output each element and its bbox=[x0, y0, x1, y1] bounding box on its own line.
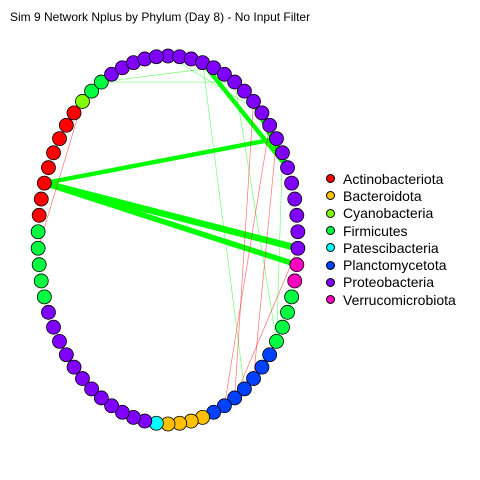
node-proteobacteria bbox=[280, 160, 295, 176]
node-proteobacteria bbox=[58, 347, 74, 363]
node-proteobacteria bbox=[75, 371, 90, 386]
node-proteobacteria bbox=[41, 304, 56, 320]
legend-item: Firmicutes bbox=[326, 222, 456, 239]
legend-item: Verrucomicrobiota bbox=[326, 291, 456, 308]
node-firmicutes bbox=[33, 273, 49, 289]
node-proteobacteria bbox=[104, 66, 119, 82]
edge-negative bbox=[224, 125, 270, 406]
edge-layer bbox=[37, 55, 299, 406]
node-firmicutes bbox=[30, 240, 46, 256]
node-layer bbox=[30, 48, 306, 432]
legend-swatch bbox=[326, 174, 335, 184]
node-verrucomicrobiota bbox=[289, 257, 305, 273]
node-actinobacteriota bbox=[31, 207, 47, 223]
legend-label: Verrucomicrobiota bbox=[343, 291, 456, 308]
node-firmicutes bbox=[269, 333, 284, 349]
legend-item: Cyanobacteria bbox=[326, 205, 456, 222]
edge-positive bbox=[43, 136, 277, 186]
legend-label: Planctomycetota bbox=[343, 257, 447, 274]
edge-negative bbox=[234, 101, 254, 398]
node-proteobacteria bbox=[275, 145, 290, 161]
edge-positive bbox=[43, 180, 298, 268]
node-actinobacteriota bbox=[66, 105, 82, 121]
node-actinobacteriota bbox=[58, 117, 74, 133]
node-proteobacteria bbox=[262, 117, 278, 133]
legend-label: Actinobacteriota bbox=[343, 170, 444, 187]
node-actinobacteriota bbox=[36, 175, 52, 191]
node-proteobacteria bbox=[246, 94, 261, 109]
node-proteobacteria bbox=[104, 398, 119, 414]
node-proteobacteria bbox=[217, 66, 232, 82]
legend-item: Proteobacteria bbox=[326, 274, 456, 291]
node-proteobacteria bbox=[66, 359, 82, 375]
legend: Actinobacteriota Bacteroidota Cyanobacteri… bbox=[326, 170, 456, 308]
node-proteobacteria bbox=[290, 240, 306, 256]
edge-positive bbox=[276, 152, 283, 342]
legend-label: Bacteroidota bbox=[343, 187, 422, 204]
node-proteobacteria bbox=[84, 381, 99, 397]
node-firmicutes bbox=[284, 289, 300, 305]
node-firmicutes bbox=[84, 83, 99, 99]
node-planctomycetota bbox=[217, 398, 232, 414]
legend-item: Bacteroidota bbox=[326, 187, 456, 204]
legend-label: Proteobacteria bbox=[343, 274, 435, 291]
node-proteobacteria bbox=[269, 131, 284, 147]
legend-swatch bbox=[326, 191, 335, 201]
legend-swatch bbox=[326, 260, 335, 270]
node-proteobacteria bbox=[290, 224, 306, 240]
node-proteobacteria bbox=[114, 404, 130, 420]
node-firmicutes bbox=[36, 289, 52, 305]
node-firmicutes bbox=[31, 257, 47, 273]
legend-swatch bbox=[326, 277, 335, 287]
node-planctomycetota bbox=[262, 347, 278, 363]
edge-positive bbox=[200, 61, 290, 170]
node-proteobacteria bbox=[287, 191, 303, 207]
node-proteobacteria bbox=[254, 105, 270, 121]
node-actinobacteriota bbox=[46, 145, 61, 161]
node-actinobacteriota bbox=[52, 131, 67, 147]
node-proteobacteria bbox=[148, 49, 164, 65]
node-proteobacteria bbox=[52, 333, 67, 349]
node-proteobacteria bbox=[227, 74, 243, 90]
node-planctomycetota bbox=[227, 390, 243, 406]
legend-item: Actinobacteriota bbox=[326, 170, 456, 187]
chart-title: Sim 9 Network Nplus by Phylum (Day 8) - … bbox=[10, 10, 311, 24]
legend-swatch bbox=[326, 226, 335, 236]
legend-item: Patescibacteria bbox=[326, 239, 456, 256]
node-proteobacteria bbox=[237, 83, 252, 99]
legend-label: Cyanobacteria bbox=[343, 205, 434, 222]
legend-swatch bbox=[326, 295, 335, 305]
edge-positive bbox=[167, 55, 263, 114]
node-firmicutes bbox=[93, 74, 109, 90]
node-actinobacteriota bbox=[33, 191, 49, 207]
node-cyanobacteria bbox=[75, 94, 90, 109]
legend-swatch bbox=[326, 208, 335, 218]
node-proteobacteria bbox=[46, 319, 61, 335]
node-firmicutes bbox=[275, 319, 290, 335]
legend-label: Firmicutes bbox=[343, 222, 408, 239]
node-verrucomicrobiota bbox=[287, 273, 303, 289]
node-proteobacteria bbox=[206, 60, 222, 76]
legend-label: Patescibacteria bbox=[343, 239, 439, 256]
node-actinobacteriota bbox=[41, 160, 56, 176]
node-firmicutes bbox=[30, 224, 46, 240]
legend-swatch bbox=[326, 243, 335, 253]
node-proteobacteria bbox=[93, 390, 109, 406]
edge-negative bbox=[253, 138, 277, 379]
node-proteobacteria bbox=[289, 207, 305, 223]
node-planctomycetota bbox=[254, 359, 270, 375]
node-planctomycetota bbox=[237, 381, 252, 397]
node-firmicutes bbox=[280, 304, 295, 320]
edge-negative bbox=[234, 248, 299, 399]
edge-positive bbox=[202, 62, 245, 389]
edge-positive bbox=[101, 67, 214, 83]
node-proteobacteria bbox=[284, 175, 300, 191]
node-planctomycetota bbox=[246, 371, 261, 386]
legend-item: Planctomycetota bbox=[326, 256, 456, 273]
edge-negative bbox=[37, 101, 83, 249]
